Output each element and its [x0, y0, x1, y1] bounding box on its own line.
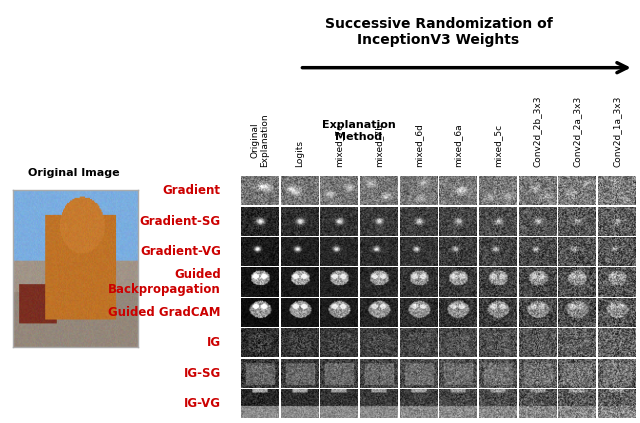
Text: Gradient-SG: Gradient-SG [140, 214, 221, 228]
Text: Guided GradCAM: Guided GradCAM [108, 306, 221, 319]
Text: mixed_6d: mixed_6d [414, 123, 423, 167]
Text: mixed_5c: mixed_5c [493, 124, 502, 167]
Text: Explanation
Method: Explanation Method [321, 120, 396, 142]
Text: Conv2d_2b_3x3: Conv2d_2b_3x3 [533, 96, 542, 167]
Text: mixed_7b: mixed_7b [374, 123, 383, 167]
Text: Gradient: Gradient [163, 184, 221, 197]
Text: IG-SG: IG-SG [184, 367, 221, 380]
Text: Gradient-VG: Gradient-VG [140, 245, 221, 258]
Text: Successive Randomization of
InceptionV3 Weights: Successive Randomization of InceptionV3 … [324, 17, 552, 47]
Text: Original Image: Original Image [28, 168, 120, 178]
Text: IG: IG [207, 336, 221, 349]
Text: Guided
Backpropagation: Guided Backpropagation [108, 268, 221, 296]
Text: mixed_7c: mixed_7c [335, 124, 344, 167]
Text: Logits: Logits [295, 140, 304, 167]
Text: IG-VG: IG-VG [184, 397, 221, 410]
Text: mixed_6a: mixed_6a [454, 124, 463, 167]
Text: Conv2d_2a_3x3: Conv2d_2a_3x3 [573, 96, 582, 167]
Text: Conv2d_1a_3x3: Conv2d_1a_3x3 [612, 96, 621, 167]
Text: Original
Explanation: Original Explanation [250, 113, 269, 167]
